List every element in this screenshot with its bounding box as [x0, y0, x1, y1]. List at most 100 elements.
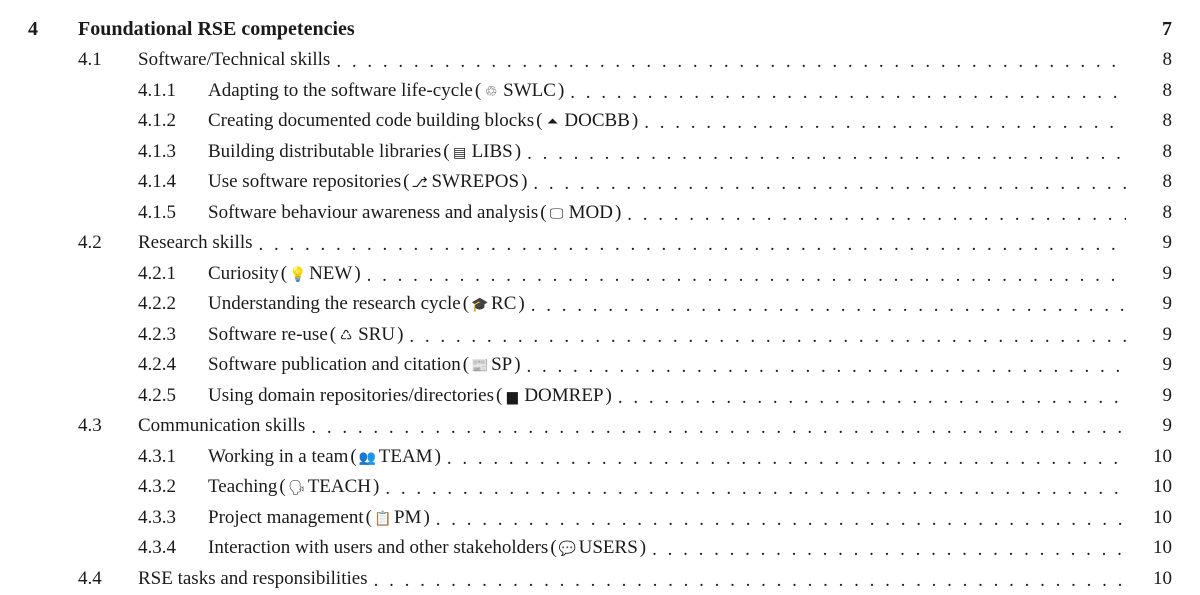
dot-leader: . . . . . . . . . . . . . . . . . . . . …	[627, 201, 1126, 230]
subsection-number: 4.3.4	[138, 534, 208, 563]
paren-close: )	[558, 77, 564, 106]
subsection-code: MOD	[569, 199, 613, 228]
subsection-title-text: Understanding the research cycle	[208, 290, 461, 319]
dot-leader: . . . . . . . . . . . . . . . . . . . . …	[259, 231, 1126, 260]
paren-open: (	[330, 321, 336, 350]
subsection-title: Software behaviour awareness and analysi…	[208, 199, 621, 228]
toc-subsection: 4.3.2Teaching (🗣 TEACH). . . . . . . . .…	[28, 473, 1172, 502]
dot-leader: . . . . . . . . . . . . . . . . . . . . …	[531, 292, 1126, 321]
toc-section: 4.3Communication skills. . . . . . . . .…	[28, 412, 1172, 441]
subsection-number: 4.2.3	[138, 321, 208, 350]
paren-close: )	[640, 534, 646, 563]
paren-open: (	[463, 290, 469, 319]
toc-subsection: 4.2.1Curiosity (💡 NEW). . . . . . . . . …	[28, 260, 1172, 289]
subsection-code: TEACH	[308, 473, 371, 502]
team-icon: 👥	[359, 448, 375, 469]
paren-open: (	[403, 168, 409, 197]
section-title: Research skills	[138, 229, 253, 258]
paren-open: (	[366, 504, 372, 533]
toc-subsection: 4.3.4Interaction with users and other st…	[28, 534, 1172, 563]
paren-open: (	[279, 473, 285, 502]
dot-leader: . . . . . . . . . . . . . . . . . . . . …	[385, 475, 1126, 504]
toc-subsection: 4.1.4Use software repositories (⎇ SWREPO…	[28, 168, 1172, 197]
toc-chapter: 4 Foundational RSE competencies 7	[28, 14, 1172, 44]
paren-open: (	[536, 107, 542, 136]
subsection-page: 8	[1132, 168, 1172, 197]
subsection-title-text: Working in a team	[208, 443, 348, 472]
paren-open: (	[463, 351, 469, 380]
subsection-page: 8	[1132, 107, 1172, 136]
subsection-title: Building distributable libraries (▤ LIBS…	[208, 138, 521, 167]
section-number: 4.1	[78, 46, 138, 75]
section-page: 9	[1132, 229, 1172, 258]
section-title: Communication skills	[138, 412, 305, 441]
box-icon: ▤	[452, 143, 468, 164]
section-page: 8	[1132, 46, 1172, 75]
paren-open: (	[550, 534, 556, 563]
subsection-title: Working in a team (👥 TEAM)	[208, 443, 441, 472]
subsection-number: 4.1.5	[138, 199, 208, 228]
toc-section: 4.4RSE tasks and responsibilities. . . .…	[28, 565, 1172, 594]
subsection-number: 4.1.4	[138, 168, 208, 197]
tree-icon: ⏶	[544, 112, 560, 133]
paren-close: )	[435, 443, 441, 472]
subsection-title: Software re-use (♺ SRU)	[208, 321, 403, 350]
chapter-number: 4	[28, 14, 78, 44]
paren-open: (	[475, 77, 481, 106]
subsection-number: 4.2.4	[138, 351, 208, 380]
subsection-page: 10	[1132, 473, 1172, 502]
dot-leader: . . . . . . . . . . . . . . . . . . . . …	[374, 567, 1126, 595]
subsection-title-text: Building distributable libraries	[208, 138, 441, 167]
toc-subsection: 4.2.3Software re-use (♺ SRU). . . . . . …	[28, 321, 1172, 350]
subsection-title: Software publication and citation (📰 SP)	[208, 351, 521, 380]
toc-section: 4.1Software/Technical skills. . . . . . …	[28, 46, 1172, 75]
paren-close: )	[373, 473, 379, 502]
subsection-code: DOMREP	[524, 382, 603, 411]
section-number: 4.4	[78, 565, 138, 594]
section-page: 9	[1132, 412, 1172, 441]
paren-close: )	[606, 382, 612, 411]
toc-subsection: 4.1.5Software behaviour awareness and an…	[28, 199, 1172, 228]
subsection-code: SWREPOS	[431, 168, 519, 197]
paren-close: )	[521, 168, 527, 197]
clipboard-icon: 📋	[374, 509, 390, 530]
paren-open: (	[281, 260, 287, 289]
subsection-code: SRU	[358, 321, 395, 350]
subsection-code: TEAM	[379, 443, 433, 472]
dot-leader: . . . . . . . . . . . . . . . . . . . . …	[409, 323, 1126, 352]
subsection-page: 10	[1132, 443, 1172, 472]
subsection-title-text: Software behaviour awareness and analysi…	[208, 199, 538, 228]
chapter-page: 7	[1132, 14, 1172, 44]
toc-subsection: 4.2.4Software publication and citation (…	[28, 351, 1172, 380]
bulb-icon: 💡	[289, 265, 305, 286]
dot-leader: . . . . . . . . . . . . . . . . . . . . …	[652, 536, 1126, 565]
subsection-title: Creating documented code building blocks…	[208, 107, 638, 136]
branch-icon: ⎇	[411, 173, 427, 194]
subsection-code: NEW	[309, 260, 352, 289]
subsection-title-text: Using domain repositories/directories	[208, 382, 494, 411]
cycle-icon: ♲	[483, 82, 499, 103]
paren-close: )	[514, 351, 520, 380]
toc-subsection: 4.3.1Working in a team (👥 TEAM). . . . .…	[28, 443, 1172, 472]
subsection-number: 4.2.2	[138, 290, 208, 319]
dot-leader: . . . . . . . . . . . . . . . . . . . . …	[644, 109, 1126, 138]
subsection-page: 8	[1132, 138, 1172, 167]
paren-open: (	[496, 382, 502, 411]
teach-icon: 🗣	[288, 478, 304, 499]
toc-subsection: 4.1.3Building distributable libraries (▤…	[28, 138, 1172, 167]
subsection-title: Understanding the research cycle (🎓 RC)	[208, 290, 525, 319]
subsection-title-text: Teaching	[208, 473, 277, 502]
dot-leader: . . . . . . . . . . . . . . . . . . . . …	[527, 353, 1126, 382]
subsection-number: 4.3.2	[138, 473, 208, 502]
subsection-page: 9	[1132, 260, 1172, 289]
subsection-title-text: Project management	[208, 504, 364, 533]
subsection-title-text: Curiosity	[208, 260, 279, 289]
subsection-number: 4.1.3	[138, 138, 208, 167]
subsection-title: Teaching (🗣 TEACH)	[208, 473, 379, 502]
paren-close: )	[518, 290, 524, 319]
dot-leader: . . . . . . . . . . . . . . . . . . . . …	[311, 414, 1126, 443]
section-title: Software/Technical skills	[138, 46, 330, 75]
subsection-number: 4.1.1	[138, 77, 208, 106]
subsection-title: Adapting to the software life-cycle (♲ S…	[208, 77, 564, 106]
subsection-page: 9	[1132, 321, 1172, 350]
